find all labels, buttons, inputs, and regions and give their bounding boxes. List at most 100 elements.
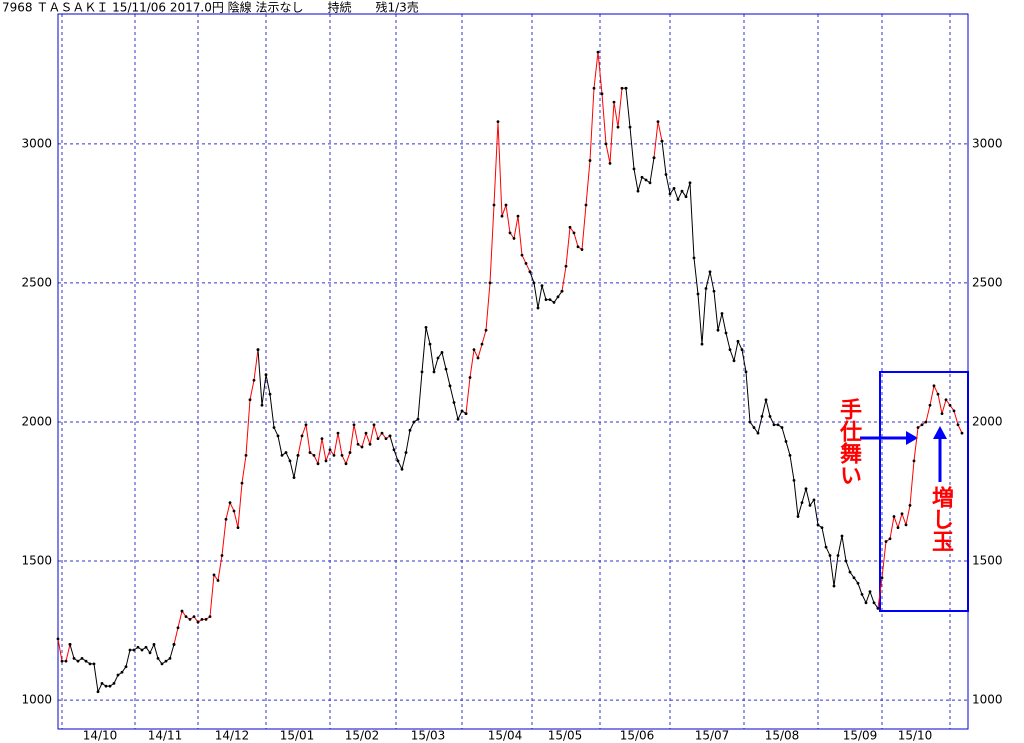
price-dot <box>60 659 64 663</box>
price-dot <box>524 262 528 265</box>
price-dot <box>68 643 72 646</box>
price-dot <box>788 453 792 457</box>
price-dot <box>532 281 536 285</box>
x-tick-label: 15/03 <box>411 729 446 743</box>
price-dot <box>304 423 308 427</box>
price-dot <box>568 225 572 229</box>
price-dot <box>956 423 960 427</box>
price-dot <box>644 178 648 182</box>
price-dot <box>472 348 476 352</box>
price-dot <box>172 643 176 646</box>
price-dot <box>156 656 160 660</box>
price-dot <box>332 453 336 457</box>
price-dot <box>936 392 940 396</box>
price-dot <box>864 601 868 605</box>
price-dot <box>504 203 508 207</box>
price-dot <box>580 248 584 251</box>
arrow-add <box>933 426 947 482</box>
price-dot <box>224 517 228 521</box>
price-dot <box>948 403 952 407</box>
price-dot <box>548 298 552 302</box>
price-dot <box>556 295 560 299</box>
price-dot <box>476 356 480 360</box>
annotation: 増し玉 <box>928 486 953 552</box>
price-dot <box>316 462 320 466</box>
price-dot <box>160 662 164 666</box>
price-dot <box>232 509 236 513</box>
price-dot <box>756 431 760 435</box>
price-dot <box>284 451 288 454</box>
price-dot <box>272 426 276 429</box>
x-tick-label: 15/01 <box>280 729 315 743</box>
price-dot <box>924 420 928 424</box>
price-dot <box>400 467 404 471</box>
price-dot <box>916 426 920 429</box>
price-dot <box>880 576 884 580</box>
price-dot <box>288 459 292 463</box>
x-tick-label: 15/04 <box>488 729 523 743</box>
price-dot <box>352 423 356 427</box>
price-dot <box>500 214 504 218</box>
price-dot <box>620 86 624 90</box>
price-dot <box>388 434 392 438</box>
price-dot <box>776 423 780 427</box>
price-dot <box>900 512 904 516</box>
annotation: 手仕舞い <box>836 398 861 486</box>
price-dot <box>908 504 912 507</box>
price-dot <box>768 415 772 418</box>
x-tick-label: 15/05 <box>548 729 583 743</box>
price-dot <box>852 576 856 580</box>
highlight-box <box>879 371 969 612</box>
price-dot <box>520 253 524 257</box>
price-dot <box>740 348 744 352</box>
price-dot <box>588 159 592 162</box>
price-dot <box>560 289 564 293</box>
price-dot <box>292 476 296 479</box>
price-dot <box>212 573 216 577</box>
price-dot <box>416 417 420 421</box>
price-dot <box>636 189 640 193</box>
price-dot <box>244 453 248 457</box>
price-dot <box>664 173 668 176</box>
price-dot <box>376 437 380 441</box>
price-dot <box>592 86 596 90</box>
price-dot <box>596 50 600 54</box>
price-dot <box>408 428 412 432</box>
price-dot <box>716 328 720 332</box>
price-dot <box>56 637 60 641</box>
price-dot <box>544 298 548 302</box>
price-dot <box>300 434 304 438</box>
price-dot <box>600 92 604 96</box>
x-tick-label: 15/02 <box>345 729 380 743</box>
price-dot <box>832 584 836 588</box>
price-dot <box>736 339 740 343</box>
price-dot <box>828 554 832 557</box>
price-dot <box>328 448 332 452</box>
price-dot <box>512 237 516 240</box>
price-dot <box>204 618 208 621</box>
price-dot <box>192 615 196 619</box>
price-dot <box>324 459 328 463</box>
price-dot <box>552 300 556 304</box>
price-dot <box>432 370 436 374</box>
price-dot <box>848 570 852 574</box>
price-dot <box>772 423 776 427</box>
price-dot <box>796 515 800 518</box>
price-dot <box>896 526 900 530</box>
price-dot <box>724 331 728 335</box>
price-dot <box>128 648 132 652</box>
price-dot <box>928 403 932 407</box>
price-dot <box>116 673 120 677</box>
price-dot <box>628 125 632 129</box>
price-dot <box>604 142 608 146</box>
price-dot <box>136 645 140 649</box>
price-dot <box>692 256 696 260</box>
price-line <box>529 271 563 309</box>
price-dot <box>168 656 172 660</box>
price-dot <box>696 292 700 296</box>
price-dot <box>404 451 408 454</box>
y-tick-label: 2500 <box>21 275 52 289</box>
price-dot <box>680 189 684 193</box>
price-dot <box>676 198 680 201</box>
